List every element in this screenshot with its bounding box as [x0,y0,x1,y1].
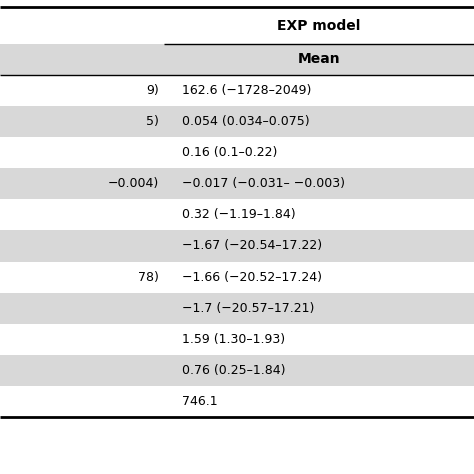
Bar [0,417,474,474]
Text: 1.59 (1.30–1.93): 1.59 (1.30–1.93) [182,333,286,346]
Text: 5): 5) [146,115,159,128]
Bar [0,199,474,230]
Text: −1.67 (−20.54–17.22): −1.67 (−20.54–17.22) [182,239,323,253]
Text: −0.004): −0.004) [108,177,159,190]
Bar [0,75,474,106]
Bar [0,292,474,324]
Bar [0,44,474,75]
Bar [0,262,474,292]
Bar [0,106,474,137]
Text: 0.16 (0.1–0.22): 0.16 (0.1–0.22) [182,146,278,159]
Text: −1.66 (−20.52–17.24): −1.66 (−20.52–17.24) [182,271,322,283]
Bar [0,386,474,417]
Text: −0.017 (−0.031– −0.003): −0.017 (−0.031– −0.003) [182,177,346,190]
Text: 746.1: 746.1 [182,395,218,408]
Bar [0,355,474,386]
Bar [0,7,474,44]
Bar [0,324,474,355]
Text: EXP model: EXP model [277,18,360,33]
Bar [0,168,474,199]
Text: 9): 9) [146,84,159,97]
Text: 0.054 (0.034–0.075): 0.054 (0.034–0.075) [182,115,310,128]
Text: −1.7 (−20.57–17.21): −1.7 (−20.57–17.21) [182,301,315,315]
Text: 0.76 (0.25–1.84): 0.76 (0.25–1.84) [182,364,286,377]
Text: 78): 78) [138,271,159,283]
Bar [0,0,474,7]
Bar [0,137,474,168]
Text: Mean: Mean [298,53,340,66]
Bar [0,230,474,262]
Text: 162.6 (−1728–2049): 162.6 (−1728–2049) [182,84,312,97]
Text: 0.32 (−1.19–1.84): 0.32 (−1.19–1.84) [182,208,296,221]
